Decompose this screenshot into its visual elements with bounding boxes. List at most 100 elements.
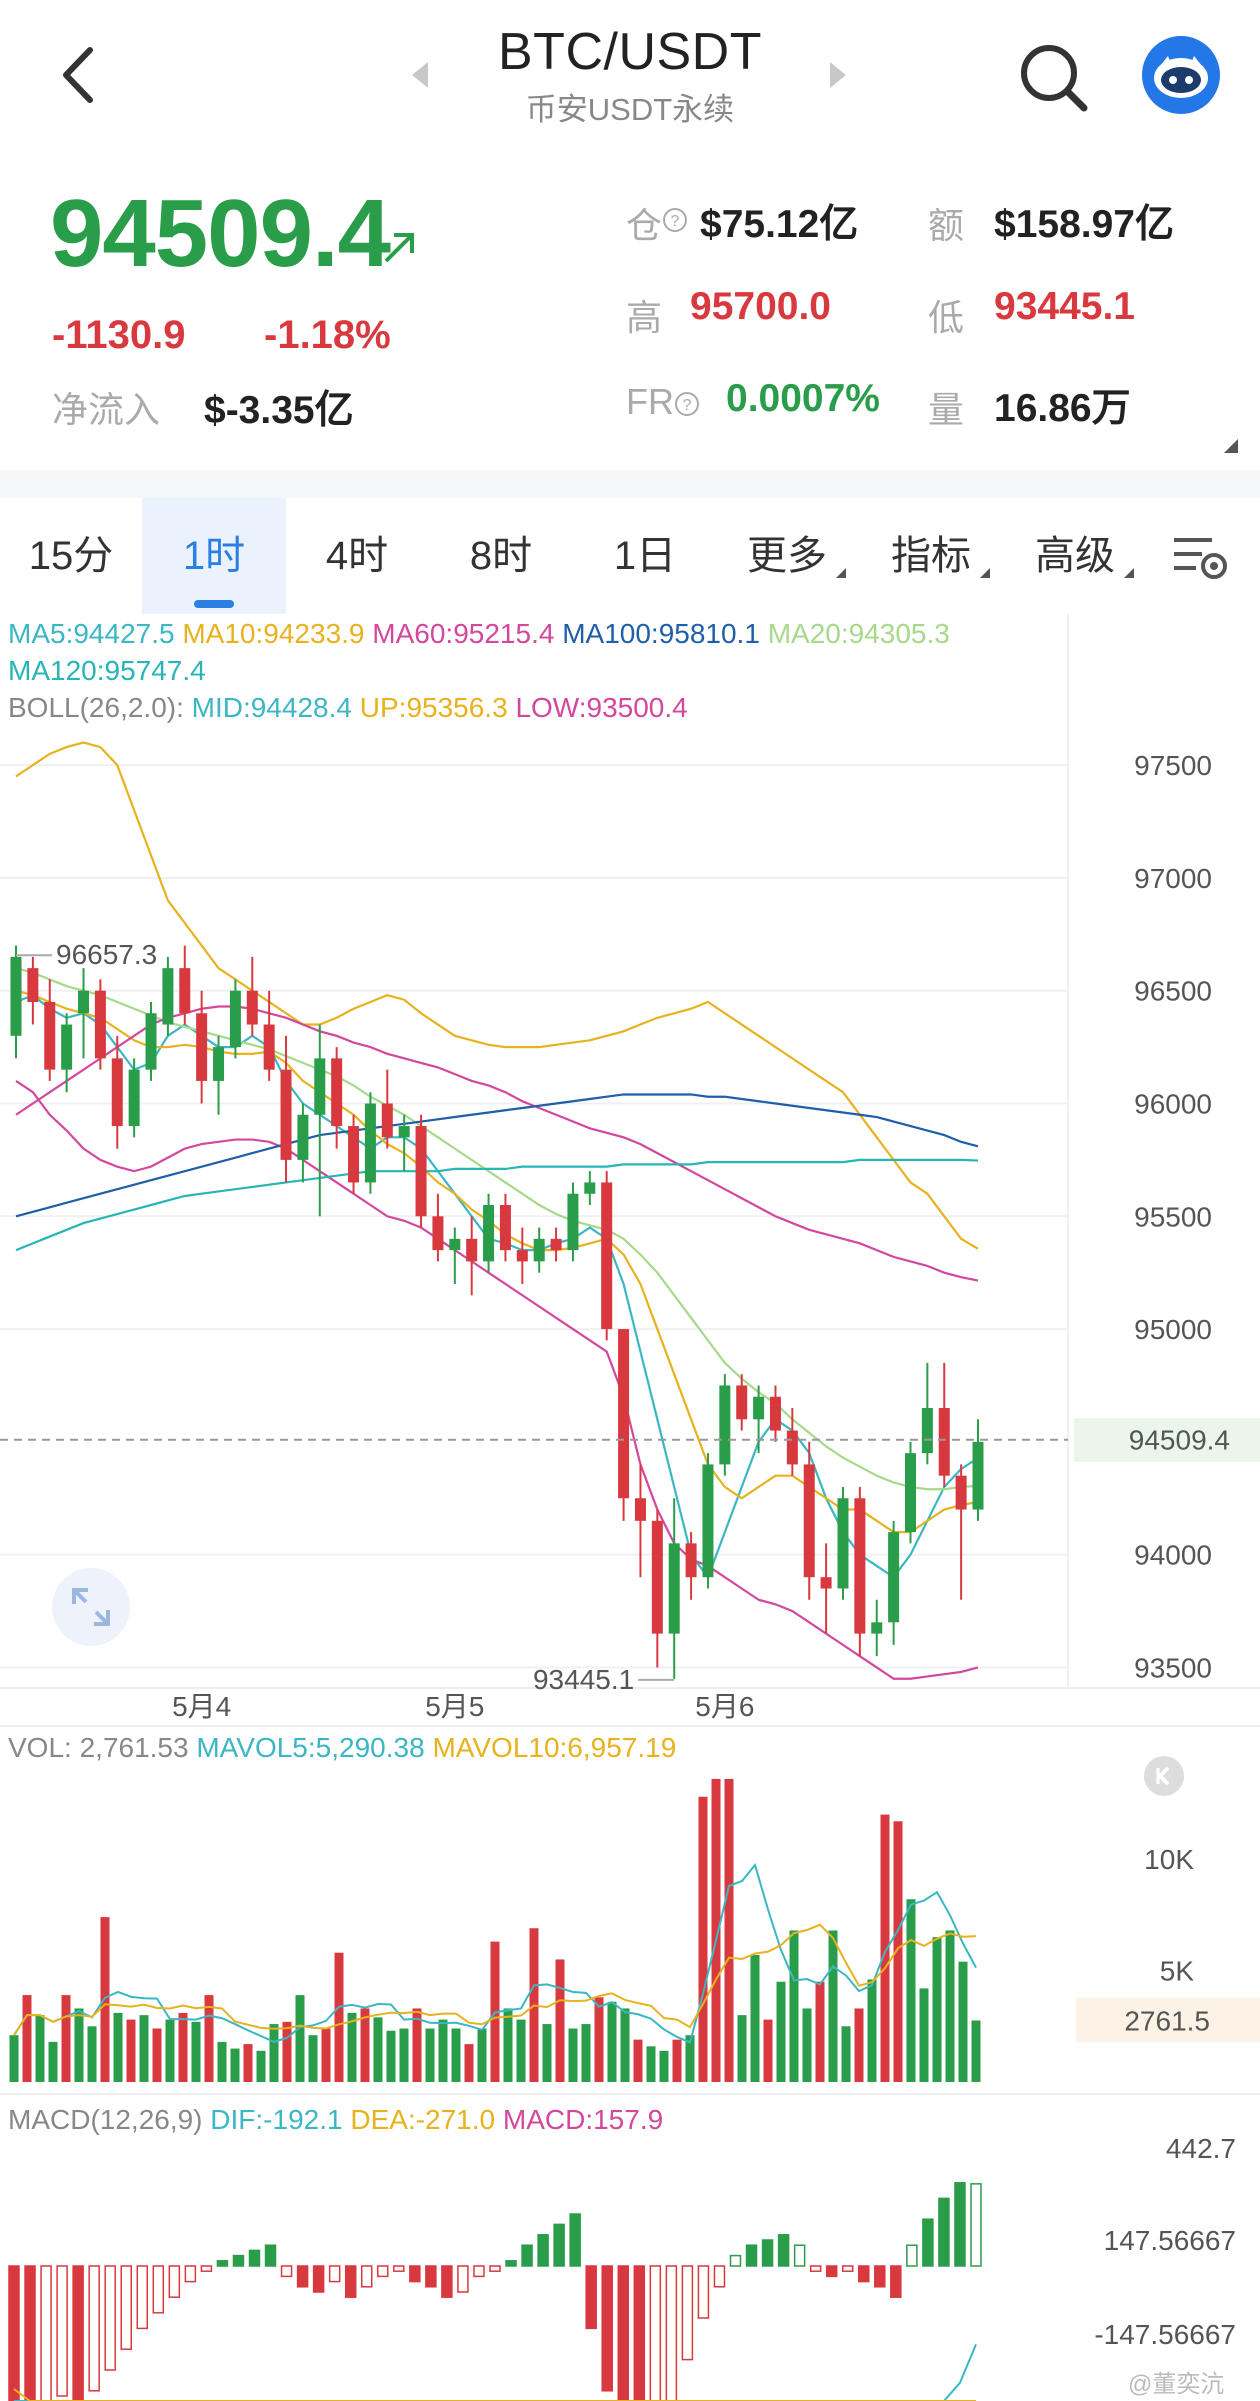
back-chevron-icon[interactable] — [52, 40, 108, 110]
volume-bar — [464, 2044, 474, 2082]
candle-body — [415, 1126, 427, 1217]
volume-bar — [87, 2026, 97, 2082]
volume-bar — [841, 2026, 851, 2082]
volume-bar — [256, 2050, 266, 2082]
macd-bar — [777, 2234, 790, 2267]
up-arrow-icon — [384, 233, 414, 263]
macd-bar — [954, 2182, 966, 2267]
tab-8h[interactable]: 8时 — [450, 498, 552, 614]
candle-body — [516, 1250, 528, 1262]
volume-bar — [724, 1778, 734, 2082]
tab-indicators[interactable]: 指标 — [886, 498, 990, 614]
mavol10-line — [13, 1923, 977, 2036]
vol-value: VOL: 2,761.53 — [8, 1732, 189, 1763]
info-icon[interactable]: ? — [674, 391, 700, 417]
volume-bar — [581, 2024, 591, 2082]
candle-body — [111, 1058, 123, 1127]
candle-body — [246, 990, 258, 1025]
volume-bar — [516, 2019, 526, 2082]
candle-body — [904, 1453, 916, 1533]
price-axis: 97500 97000 96500 96000 95500 95000 94000 93500 — [1134, 750, 1212, 1683]
pair-title: BTC/USDT — [498, 23, 762, 81]
candle-body — [736, 1385, 748, 1420]
volume-legend: VOL: 2,761.53 MAVOL5:5,290.38 MAVOL10:6,… — [8, 1732, 676, 1764]
macd-bar — [761, 2239, 774, 2267]
chart-settings-icon[interactable] — [1172, 534, 1230, 582]
dif-value: DIF:-192.1 — [210, 2104, 343, 2135]
tab-more[interactable]: 更多 — [742, 498, 846, 614]
macd-bar — [809, 2265, 822, 2272]
macd-bar — [793, 2244, 806, 2267]
macd-bar — [697, 2265, 710, 2319]
last-volume-tag-bg — [1076, 1998, 1260, 2043]
candle-body — [398, 1126, 410, 1138]
search-icon[interactable] — [1016, 40, 1092, 116]
ma5-line — [15, 993, 979, 1580]
funding-rate-label: FR — [626, 381, 674, 422]
candle-body — [584, 1182, 596, 1194]
tab-advanced[interactable]: 高级 — [1030, 498, 1134, 614]
ma20-value: MA20:94305.3 — [767, 618, 950, 649]
macd-bar — [569, 2213, 581, 2267]
macd-bar — [521, 2244, 533, 2267]
volume-bar — [35, 2015, 45, 2082]
candle-body — [499, 1205, 511, 1251]
interval-tabs: 15分 1时 4时 8时 1日 更多 指标 高级 — [0, 498, 1260, 614]
last-price-tag-bg — [1074, 1417, 1260, 1462]
macd-bar — [874, 2265, 886, 2288]
volume-bars — [9, 1778, 981, 2082]
netflow-value: $-3.35亿 — [204, 389, 354, 432]
macd-bar — [360, 2265, 373, 2288]
volume-bar — [867, 1979, 877, 2082]
macd-histogram — [8, 2182, 982, 2401]
last-price: 94509.4 — [50, 180, 391, 287]
time-axis: 5月4 5月5 5月6 — [172, 1691, 754, 1722]
macd-bar — [906, 2244, 918, 2267]
price-tick-label: 97500 — [1134, 750, 1212, 781]
macd-bar — [248, 2249, 261, 2267]
price-tick-label: 95000 — [1134, 1314, 1212, 1345]
volume-bar — [438, 2019, 448, 2082]
tab-15m[interactable]: 15分 — [20, 498, 122, 614]
volume-bar — [373, 2017, 383, 2082]
robot-avatar-icon[interactable] — [1142, 36, 1220, 114]
min-marker-label: 93445.1 — [533, 1664, 634, 1695]
expand-corner-icon[interactable] — [1224, 439, 1238, 453]
dropdown-corner-icon — [836, 568, 846, 578]
volume-bar — [945, 1930, 955, 2082]
macd-tick-label: -147.56667 — [1094, 2319, 1236, 2350]
tab-1h[interactable]: 1时 — [142, 498, 286, 614]
ma60-value: MA60:95215.4 — [372, 618, 555, 649]
candle-body — [196, 1013, 208, 1081]
fullscreen-expand-icon[interactable] — [52, 1568, 130, 1646]
volume-bar — [139, 2015, 149, 2082]
info-icon[interactable]: ? — [662, 207, 688, 233]
volume-bar — [178, 2012, 188, 2082]
volume-bar — [399, 2028, 409, 2082]
volume-bar — [113, 2012, 123, 2082]
tab-4h[interactable]: 4时 — [306, 498, 408, 614]
price-tick-label: 94000 — [1134, 1540, 1212, 1571]
candle-body — [634, 1498, 646, 1521]
candle-body — [550, 1238, 562, 1251]
volume-bar — [360, 2008, 370, 2082]
macd-bar — [328, 2265, 341, 2283]
time-tick-label: 5月5 — [425, 1691, 484, 1722]
price-tick-label: 97000 — [1134, 863, 1212, 894]
macd-legend: MACD(12,26,9) DIF:-192.1 DEA:-271.0 MACD… — [8, 2104, 663, 2136]
tab-label: 高级 — [1035, 534, 1115, 578]
open-interest-label: 仓 — [626, 205, 663, 246]
candle-body — [938, 1408, 950, 1476]
prev-pair-icon[interactable] — [412, 62, 428, 88]
price-markers: 94509.4 96657.3 93445.1 — [0, 939, 1230, 1695]
boll-label: BOLL(26,2.0): — [8, 692, 184, 723]
next-pair-icon[interactable] — [830, 62, 846, 88]
collapse-panel-icon[interactable] — [1144, 1756, 1184, 1796]
turnover-label: 额 — [928, 205, 965, 246]
tab-1d[interactable]: 1日 — [594, 498, 696, 614]
volume-bar — [477, 2028, 487, 2082]
macd-bar — [970, 2183, 982, 2267]
boll-low-line — [15, 1080, 979, 1680]
volume-bar — [165, 2019, 175, 2082]
